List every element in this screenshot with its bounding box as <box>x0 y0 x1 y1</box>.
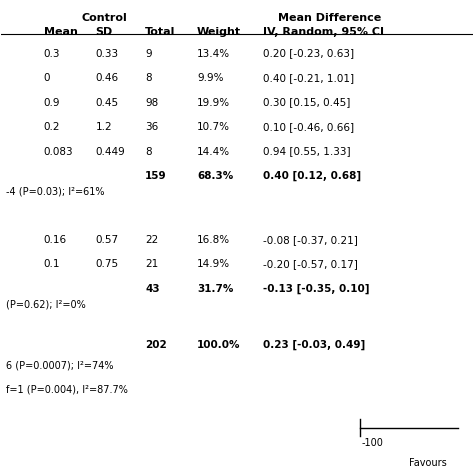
Text: 21: 21 <box>145 259 158 269</box>
Text: 36: 36 <box>145 122 158 132</box>
Text: 0.94 [0.55, 1.33]: 0.94 [0.55, 1.33] <box>263 146 351 156</box>
Text: 31.7%: 31.7% <box>197 284 233 294</box>
Text: 14.4%: 14.4% <box>197 146 230 156</box>
Text: 202: 202 <box>145 340 167 350</box>
Text: f=1 (P=0.004), I²=87.7%: f=1 (P=0.004), I²=87.7% <box>6 384 128 394</box>
Text: IV, Random, 95% CI: IV, Random, 95% CI <box>263 27 384 37</box>
Text: 0.23 [-0.03, 0.49]: 0.23 [-0.03, 0.49] <box>263 340 365 350</box>
Text: 10.7%: 10.7% <box>197 122 230 132</box>
Text: 0.75: 0.75 <box>96 259 119 269</box>
Text: 0.45: 0.45 <box>96 98 119 108</box>
Text: -0.13 [-0.35, 0.10]: -0.13 [-0.35, 0.10] <box>263 284 369 294</box>
Text: -0.08 [-0.37, 0.21]: -0.08 [-0.37, 0.21] <box>263 235 358 245</box>
Text: 0.449: 0.449 <box>96 146 126 156</box>
Text: 68.3%: 68.3% <box>197 171 233 181</box>
Text: Favours: Favours <box>409 458 447 468</box>
Text: 9.9%: 9.9% <box>197 73 223 83</box>
Text: 0.9: 0.9 <box>44 98 60 108</box>
Text: 14.9%: 14.9% <box>197 259 230 269</box>
Text: 8: 8 <box>145 146 152 156</box>
Text: -100: -100 <box>362 438 384 448</box>
Text: 22: 22 <box>145 235 158 245</box>
Text: 6 (P=0.0007); I²=74%: 6 (P=0.0007); I²=74% <box>6 361 114 371</box>
Text: (P=0.62); I²=0%: (P=0.62); I²=0% <box>6 300 86 310</box>
Text: 0.30 [0.15, 0.45]: 0.30 [0.15, 0.45] <box>263 98 350 108</box>
Text: 0.33: 0.33 <box>96 48 119 58</box>
Text: 0.16: 0.16 <box>44 235 67 245</box>
Text: 13.4%: 13.4% <box>197 48 230 58</box>
Text: 100.0%: 100.0% <box>197 340 240 350</box>
Text: 1.2: 1.2 <box>96 122 112 132</box>
Text: 9: 9 <box>145 48 152 58</box>
Text: 0.40 [-0.21, 1.01]: 0.40 [-0.21, 1.01] <box>263 73 354 83</box>
Text: 43: 43 <box>145 284 160 294</box>
Text: Mean: Mean <box>44 27 78 37</box>
Text: 0.083: 0.083 <box>44 146 73 156</box>
Text: 0: 0 <box>44 73 50 83</box>
Text: 0.57: 0.57 <box>96 235 119 245</box>
Text: -0.20 [-0.57, 0.17]: -0.20 [-0.57, 0.17] <box>263 259 358 269</box>
Text: 0.3: 0.3 <box>44 48 60 58</box>
Text: SD: SD <box>96 27 113 37</box>
Text: 159: 159 <box>145 171 167 181</box>
Text: Mean Difference: Mean Difference <box>278 13 382 23</box>
Text: 8: 8 <box>145 73 152 83</box>
Text: 98: 98 <box>145 98 158 108</box>
Text: Control: Control <box>81 13 127 23</box>
Text: 0.20 [-0.23, 0.63]: 0.20 [-0.23, 0.63] <box>263 48 354 58</box>
Text: Weight: Weight <box>197 27 241 37</box>
Text: 16.8%: 16.8% <box>197 235 230 245</box>
Text: Total: Total <box>145 27 175 37</box>
Text: 0.10 [-0.46, 0.66]: 0.10 [-0.46, 0.66] <box>263 122 354 132</box>
Text: 0.2: 0.2 <box>44 122 60 132</box>
Text: 0.40 [0.12, 0.68]: 0.40 [0.12, 0.68] <box>263 171 361 181</box>
Text: 0.46: 0.46 <box>96 73 119 83</box>
Text: 19.9%: 19.9% <box>197 98 230 108</box>
Text: -4 (P=0.03); I²=61%: -4 (P=0.03); I²=61% <box>6 187 105 197</box>
Text: 0.1: 0.1 <box>44 259 60 269</box>
